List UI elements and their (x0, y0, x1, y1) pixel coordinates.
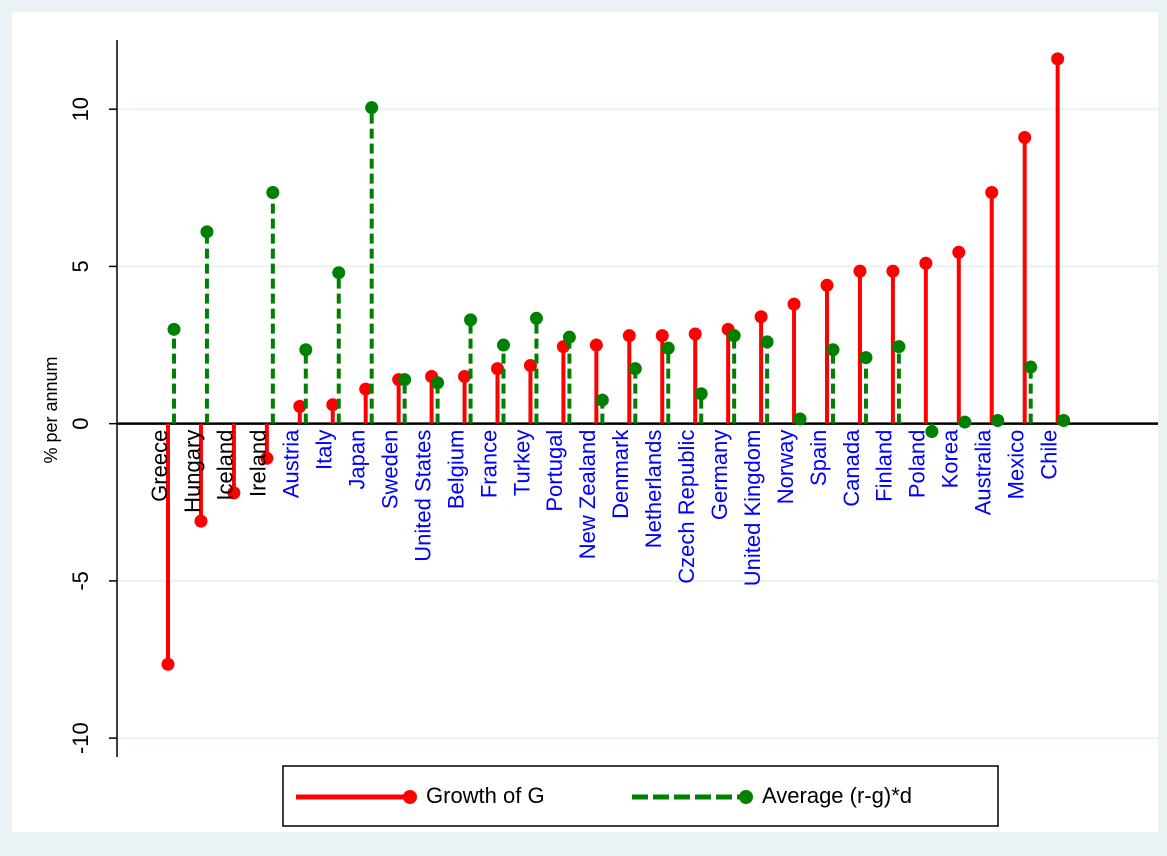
category-label: Czech Republic (674, 430, 699, 584)
category-label: Portugal (542, 430, 567, 512)
category-label: Turkey (509, 430, 534, 496)
point (1057, 414, 1071, 428)
point (562, 330, 576, 344)
point (985, 186, 999, 200)
point (694, 387, 708, 401)
point (688, 327, 702, 341)
category-label: Australia (971, 429, 996, 515)
point (326, 398, 340, 412)
category-label: Korea (938, 429, 963, 488)
point (458, 369, 472, 383)
point (1024, 360, 1038, 374)
point (853, 264, 867, 278)
point (161, 657, 175, 671)
point (200, 225, 214, 239)
point (787, 297, 801, 311)
category-label: Sweden (377, 430, 402, 510)
point (194, 514, 208, 528)
point (655, 329, 669, 343)
point (365, 101, 379, 115)
point (266, 186, 280, 200)
category-label: Spain (806, 430, 831, 486)
category-label: Mexico (1004, 430, 1029, 500)
category-label: Austria (279, 429, 304, 498)
point (886, 264, 900, 278)
point (793, 412, 807, 426)
category-label: United Kingdom (740, 430, 765, 587)
point (293, 399, 307, 413)
point (227, 486, 241, 500)
point (595, 393, 609, 407)
category-label: Germany (707, 430, 732, 520)
point (925, 425, 939, 439)
y-tick-label: 10 (68, 97, 93, 121)
point (991, 414, 1005, 428)
category-label: Hungary (180, 430, 205, 513)
point (529, 311, 543, 325)
point (260, 451, 274, 465)
y-tick-label: 0 (68, 418, 93, 430)
plot-region (12, 12, 1158, 832)
category-label: Canada (839, 429, 864, 507)
category-label: Italy (312, 430, 337, 470)
y-axis-title: % per annum (41, 356, 61, 463)
point (958, 415, 972, 429)
point (431, 376, 445, 390)
point (919, 256, 933, 270)
point (628, 362, 642, 376)
legend-marker (403, 790, 417, 804)
point (727, 329, 741, 343)
category-label: Netherlands (641, 430, 666, 549)
category-label: Poland (905, 430, 930, 499)
point (760, 335, 774, 349)
point (859, 351, 873, 365)
point (523, 358, 537, 372)
category-label: Japan (345, 430, 370, 490)
point (497, 338, 510, 352)
category-label: Chile (1036, 430, 1061, 480)
category-label: Norway (773, 430, 798, 505)
category-label: Ireland (246, 430, 271, 497)
category-label: Finland (872, 430, 897, 502)
y-tick-label: -10 (68, 722, 93, 754)
point (464, 313, 478, 327)
point (661, 341, 675, 355)
category-label: Denmark (608, 429, 633, 519)
point (622, 329, 636, 343)
point (491, 362, 504, 376)
legend-label: Average (r-g)*d (762, 783, 912, 808)
legend-label: Growth of G (426, 783, 545, 808)
category-label: Greece (147, 430, 172, 502)
point (1018, 130, 1032, 144)
point (332, 266, 346, 280)
category-label: United States (410, 430, 435, 562)
point (754, 310, 768, 324)
point (952, 245, 966, 259)
category-label: France (476, 430, 501, 498)
point (299, 343, 313, 357)
y-tick-label: 5 (68, 260, 93, 272)
category-label: Iceland (213, 430, 238, 501)
point (820, 278, 834, 292)
y-tick-label: -5 (68, 571, 93, 591)
category-label: New Zealand (575, 430, 600, 560)
category-label: Belgium (443, 430, 468, 509)
point (589, 338, 603, 352)
point (556, 340, 570, 354)
point (826, 343, 840, 357)
point (167, 322, 181, 336)
point (359, 382, 373, 396)
legend-marker (739, 790, 753, 804)
point (1051, 52, 1065, 66)
point (892, 340, 906, 354)
point (398, 373, 412, 387)
